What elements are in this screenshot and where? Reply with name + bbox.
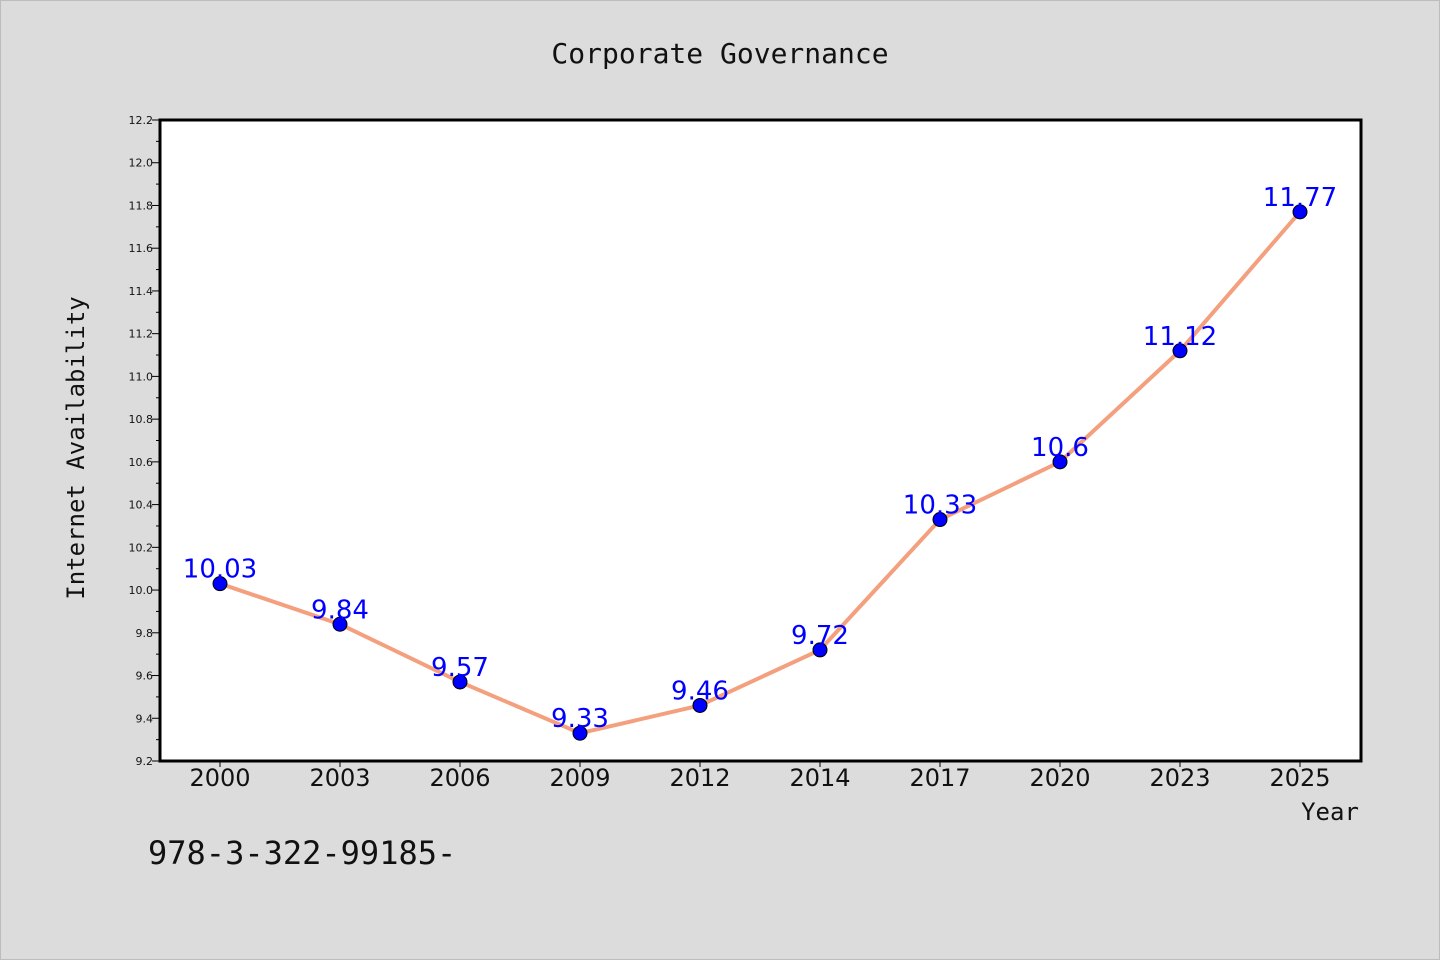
data-point — [932, 512, 948, 528]
data-label: 9.33 — [551, 704, 609, 734]
data-point — [1172, 343, 1188, 359]
x-tick-label: 2000 — [189, 764, 250, 792]
y-tick-label: 10.0 — [129, 584, 154, 597]
y-tick-label: 11.6 — [129, 242, 154, 255]
x-tick-label: 2012 — [669, 764, 730, 792]
data-point — [1052, 454, 1068, 470]
y-tick-label: 9.4 — [136, 712, 154, 725]
chart-title: Corporate Governance — [551, 37, 888, 70]
y-tick-label: 11.2 — [129, 328, 154, 341]
x-tick-label: 2014 — [789, 764, 850, 792]
series-line — [218, 209, 1302, 736]
markers — [212, 204, 1308, 741]
y-tick-label: 10.4 — [129, 499, 154, 512]
data-label: 11.12 — [1143, 322, 1217, 352]
x-tick-label: 2023 — [1149, 764, 1210, 792]
data-point — [812, 642, 828, 658]
y-tick-label: 12.2 — [129, 114, 154, 127]
data-point — [332, 616, 348, 632]
x-tick-label: 2006 — [429, 764, 490, 792]
data-point — [212, 576, 228, 592]
y-tick-label: 9.2 — [136, 755, 154, 768]
plot-area — [158, 118, 1363, 763]
y-tick-label: 11.4 — [129, 285, 154, 298]
data-label: 10.33 — [903, 491, 977, 521]
y-tick-label: 10.2 — [129, 541, 154, 554]
y-tick-label: 11.0 — [129, 370, 154, 383]
y-tick-label: 12.0 — [129, 157, 154, 170]
series-polyline — [218, 209, 1302, 736]
y-tick-label: 9.8 — [136, 627, 154, 640]
data-label: 10.6 — [1031, 433, 1089, 463]
x-tick-label: 2009 — [549, 764, 610, 792]
y-axis: 9.2 9.4 9.6 9.8 10.0 10.2 10.4 10.6 10.8 11.0 11.2… — [129, 114, 160, 768]
data-labels: 10.03 9.84 9.57 9.33 9.46 9.72 10.33 10.6 11.12 1… — [183, 183, 1337, 734]
data-point — [692, 697, 708, 713]
data-label: 9.84 — [311, 595, 369, 625]
y-tick-label: 9.6 — [136, 670, 154, 683]
data-point — [452, 674, 468, 690]
x-axis-label: Year — [1301, 798, 1359, 826]
y-tick-label: 11.8 — [129, 199, 154, 212]
x-tick-label: 2017 — [909, 764, 970, 792]
data-point — [1292, 204, 1308, 220]
x-tick-label: 2003 — [309, 764, 370, 792]
y-tick-label: 10.6 — [129, 456, 154, 469]
footer-text: 978-3-322-99185- — [148, 834, 456, 872]
data-label: 9.72 — [791, 621, 849, 651]
data-label: 9.46 — [671, 676, 729, 706]
data-label: 9.57 — [431, 653, 489, 683]
data-point — [572, 725, 588, 741]
x-axis: 2000 2003 2006 2009 2012 2014 2017 2020 2023 2025 — [189, 761, 1331, 792]
x-tick-label: 2020 — [1029, 764, 1090, 792]
data-label: 11.77 — [1263, 183, 1337, 213]
data-label: 10.03 — [183, 555, 257, 585]
y-axis-label: Internet Availability — [62, 296, 90, 599]
x-tick-label: 2025 — [1269, 764, 1330, 792]
y-tick-label: 10.8 — [129, 413, 154, 426]
